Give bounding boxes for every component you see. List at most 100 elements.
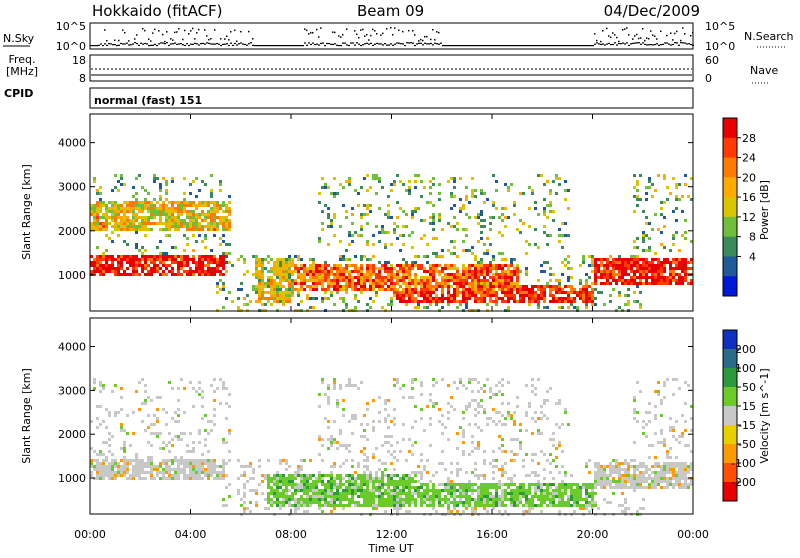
heatmap-cell (144, 216, 147, 219)
heatmap-cell (462, 291, 465, 294)
heatmap-cell (369, 273, 372, 276)
heatmap-cell (294, 264, 297, 267)
heatmap-cell (456, 468, 459, 471)
heatmap-cell (153, 213, 156, 216)
heatmap-cell (108, 468, 111, 471)
heatmap-cell (144, 471, 147, 474)
heatmap-cell (303, 498, 306, 501)
heatmap-cell (489, 243, 492, 246)
heatmap-cell (627, 267, 630, 270)
heatmap-cell (105, 426, 108, 429)
heatmap-cell (297, 483, 300, 486)
heatmap-cell (132, 270, 135, 273)
heatmap-cell (168, 258, 171, 261)
heatmap-cell (354, 297, 357, 300)
heatmap-cell (192, 447, 195, 450)
heatmap-cell (543, 306, 546, 309)
heatmap-cell (339, 444, 342, 447)
heatmap-cell (270, 276, 273, 279)
heatmap-cell (171, 177, 174, 180)
heatmap-cell (171, 438, 174, 441)
noise-dot (122, 29, 124, 31)
heatmap-cell (198, 441, 201, 444)
noise-dot (96, 45, 98, 46)
heatmap-cell (501, 414, 504, 417)
heatmap-cell (582, 297, 585, 300)
heatmap-cell (465, 249, 468, 252)
heatmap-cell (315, 282, 318, 285)
heatmap-cell (543, 297, 546, 300)
heatmap-cell (489, 501, 492, 504)
heatmap-cell (552, 297, 555, 300)
heatmap-cell (480, 237, 483, 240)
heatmap-cell (327, 438, 330, 441)
noise-dot (308, 42, 310, 43)
heatmap-cell (477, 279, 480, 282)
heatmap-cell (627, 261, 630, 264)
heatmap-cell (351, 432, 354, 435)
heatmap-cell (633, 300, 636, 303)
heatmap-cell (579, 297, 582, 300)
heatmap-cell (393, 231, 396, 234)
heatmap-cell (573, 288, 576, 291)
heatmap-cell (99, 462, 102, 465)
heatmap-cell (453, 288, 456, 291)
heatmap-cell (561, 498, 564, 501)
heatmap-cell (123, 462, 126, 465)
heatmap-cell (195, 195, 198, 198)
heatmap-cell (492, 282, 495, 285)
heatmap-cell (525, 414, 528, 417)
heatmap-cell (168, 459, 171, 462)
heatmap-cell (201, 477, 204, 480)
heatmap-cell (372, 420, 375, 423)
heatmap-cell (264, 291, 267, 294)
heatmap-cell (504, 282, 507, 285)
heatmap-cell (393, 492, 396, 495)
heatmap-cell (156, 207, 159, 210)
noise-dot (640, 44, 642, 45)
heatmap-cell (645, 258, 648, 261)
heatmap-cell (561, 450, 564, 453)
heatmap-cell (138, 216, 141, 219)
noise-dot (670, 44, 672, 45)
heatmap-cell (441, 249, 444, 252)
heatmap-cell (516, 273, 519, 276)
noise-dot (602, 30, 604, 32)
heatmap-cell (153, 222, 156, 225)
heatmap-cell (516, 267, 519, 270)
heatmap-cell (222, 384, 225, 387)
heatmap-cell (537, 498, 540, 501)
heatmap-cell (123, 270, 126, 273)
heatmap-cell (369, 276, 372, 279)
heatmap-cell (273, 495, 276, 498)
heatmap-cell (141, 210, 144, 213)
heatmap-cell (198, 213, 201, 216)
heatmap-cell (654, 273, 657, 276)
heatmap-cell (606, 261, 609, 264)
noise-dot (298, 45, 300, 46)
heatmap-cell (606, 264, 609, 267)
heatmap-cell (96, 207, 99, 210)
noise-dot (542, 45, 544, 46)
noise-dot (394, 27, 396, 29)
noise-dot (120, 43, 122, 44)
heatmap-cell (528, 288, 531, 291)
heatmap-cell (123, 444, 126, 447)
heatmap-cell (144, 462, 147, 465)
heatmap-cell (429, 489, 432, 492)
heatmap-cell (534, 471, 537, 474)
heatmap-cell (525, 288, 528, 291)
heatmap-cell (687, 267, 690, 270)
heatmap-cell (498, 267, 501, 270)
heatmap-cell (426, 291, 429, 294)
heatmap-cell (312, 486, 315, 489)
velocity-heatmap-cells (90, 378, 693, 516)
heatmap-cell (438, 216, 441, 219)
heatmap-cell (438, 300, 441, 303)
heatmap-cell (321, 222, 324, 225)
heatmap-cell (489, 504, 492, 507)
heatmap-cell (303, 504, 306, 507)
heatmap-cell (393, 228, 396, 231)
heatmap-cell (543, 294, 546, 297)
heatmap-cell (684, 174, 687, 177)
